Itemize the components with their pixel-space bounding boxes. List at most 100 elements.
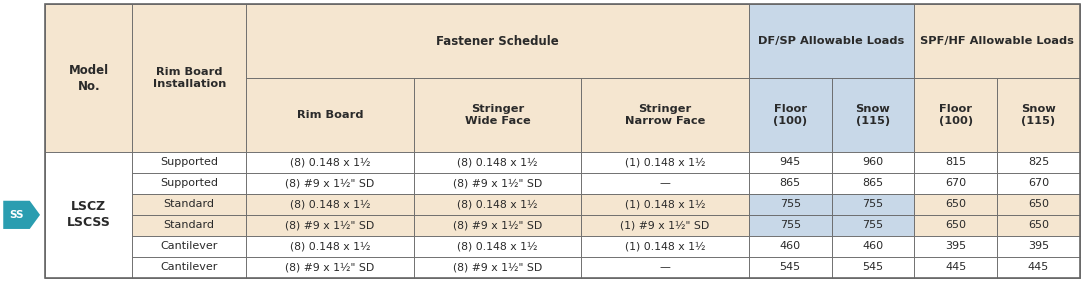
Text: Fastener Schedule: Fastener Schedule — [436, 35, 558, 48]
Bar — [246, 236, 413, 257]
Bar — [998, 78, 1080, 152]
Bar — [998, 194, 1080, 215]
Bar — [749, 257, 832, 278]
Text: 460: 460 — [862, 241, 884, 251]
Text: 945: 945 — [780, 157, 801, 168]
Bar — [581, 78, 749, 152]
Text: (8) #9 x 1½" SD: (8) #9 x 1½" SD — [452, 262, 542, 272]
Text: 960: 960 — [862, 157, 884, 168]
Text: Floor
(100): Floor (100) — [774, 104, 807, 126]
Text: Stringer
Narrow Face: Stringer Narrow Face — [624, 104, 705, 126]
Bar — [581, 215, 749, 236]
Bar — [749, 236, 832, 257]
Text: Stringer
Wide Face: Stringer Wide Face — [464, 104, 530, 126]
Bar — [914, 257, 998, 278]
Text: 755: 755 — [862, 199, 884, 209]
Text: (1) 0.148 x 1½: (1) 0.148 x 1½ — [624, 157, 705, 168]
Bar — [998, 236, 1080, 257]
Bar — [132, 194, 246, 215]
Bar — [998, 215, 1080, 236]
Text: 650: 650 — [1028, 199, 1048, 209]
Text: 650: 650 — [1028, 220, 1048, 230]
Text: 650: 650 — [946, 220, 966, 230]
Bar — [246, 194, 413, 215]
Bar — [246, 257, 413, 278]
Text: SS: SS — [9, 210, 24, 220]
Bar — [832, 236, 914, 257]
Text: (1) 0.148 x 1½: (1) 0.148 x 1½ — [624, 241, 705, 251]
Bar — [581, 236, 749, 257]
Bar — [832, 194, 914, 215]
Bar — [914, 152, 998, 173]
Bar — [413, 152, 581, 173]
Text: (1) #9 x 1½" SD: (1) #9 x 1½" SD — [620, 220, 710, 230]
Text: (1) 0.148 x 1½: (1) 0.148 x 1½ — [624, 199, 705, 209]
Text: Snow
(115): Snow (115) — [1021, 104, 1056, 126]
Text: 670: 670 — [1028, 179, 1050, 188]
Text: (8) #9 x 1½" SD: (8) #9 x 1½" SD — [286, 220, 374, 230]
Text: 825: 825 — [1028, 157, 1050, 168]
Text: 460: 460 — [780, 241, 801, 251]
Bar — [749, 78, 832, 152]
Bar — [132, 152, 246, 173]
Bar — [998, 257, 1080, 278]
Bar — [246, 215, 413, 236]
Bar — [581, 152, 749, 173]
Text: Snow
(115): Snow (115) — [856, 104, 890, 126]
Bar — [413, 215, 581, 236]
Bar — [413, 194, 581, 215]
Text: DF/SP Allowable Loads: DF/SP Allowable Loads — [758, 36, 905, 46]
Text: 815: 815 — [946, 157, 966, 168]
Text: Standard: Standard — [163, 220, 214, 230]
Bar — [132, 173, 246, 194]
Bar — [132, 215, 246, 236]
Polygon shape — [3, 201, 40, 229]
Bar — [914, 215, 998, 236]
Text: (8) #9 x 1½" SD: (8) #9 x 1½" SD — [286, 179, 374, 188]
Bar — [581, 257, 749, 278]
Text: SPF/HF Allowable Loads: SPF/HF Allowable Loads — [920, 36, 1074, 46]
Text: 650: 650 — [946, 199, 966, 209]
Bar — [413, 173, 581, 194]
Text: (8) #9 x 1½" SD: (8) #9 x 1½" SD — [286, 262, 374, 272]
Bar — [45, 4, 132, 152]
Text: Standard: Standard — [163, 199, 214, 209]
Bar — [914, 173, 998, 194]
Text: Rim Board
Installation: Rim Board Installation — [153, 67, 226, 89]
Bar — [413, 78, 581, 152]
Bar — [132, 236, 246, 257]
Bar — [832, 152, 914, 173]
Bar — [246, 152, 413, 173]
Text: 670: 670 — [946, 179, 966, 188]
Bar — [413, 257, 581, 278]
Bar — [832, 257, 914, 278]
Text: LSCZ
LSCSS: LSCZ LSCSS — [67, 200, 110, 229]
Bar — [914, 78, 998, 152]
Text: 395: 395 — [946, 241, 966, 251]
Text: 545: 545 — [780, 262, 801, 272]
Bar — [749, 173, 832, 194]
Text: (8) #9 x 1½" SD: (8) #9 x 1½" SD — [452, 179, 542, 188]
Text: 865: 865 — [862, 179, 884, 188]
Text: 755: 755 — [780, 220, 801, 230]
Text: 445: 445 — [1028, 262, 1050, 272]
Text: (8) 0.148 x 1½: (8) 0.148 x 1½ — [290, 157, 370, 168]
Bar — [832, 173, 914, 194]
Text: —: — — [660, 262, 671, 272]
Bar — [581, 173, 749, 194]
Text: —: — — [660, 179, 671, 188]
Text: Model
No.: Model No. — [69, 63, 109, 92]
Bar — [413, 236, 581, 257]
Bar — [45, 152, 132, 278]
Bar — [914, 236, 998, 257]
Bar — [246, 173, 413, 194]
Bar — [246, 78, 413, 152]
Bar — [998, 173, 1080, 194]
Text: Floor
(100): Floor (100) — [939, 104, 973, 126]
Text: (8) 0.148 x 1½: (8) 0.148 x 1½ — [290, 199, 370, 209]
Bar — [749, 4, 914, 78]
Bar — [246, 4, 749, 78]
Text: (8) 0.148 x 1½: (8) 0.148 x 1½ — [457, 199, 538, 209]
Bar — [581, 194, 749, 215]
Text: (8) 0.148 x 1½: (8) 0.148 x 1½ — [457, 241, 538, 251]
